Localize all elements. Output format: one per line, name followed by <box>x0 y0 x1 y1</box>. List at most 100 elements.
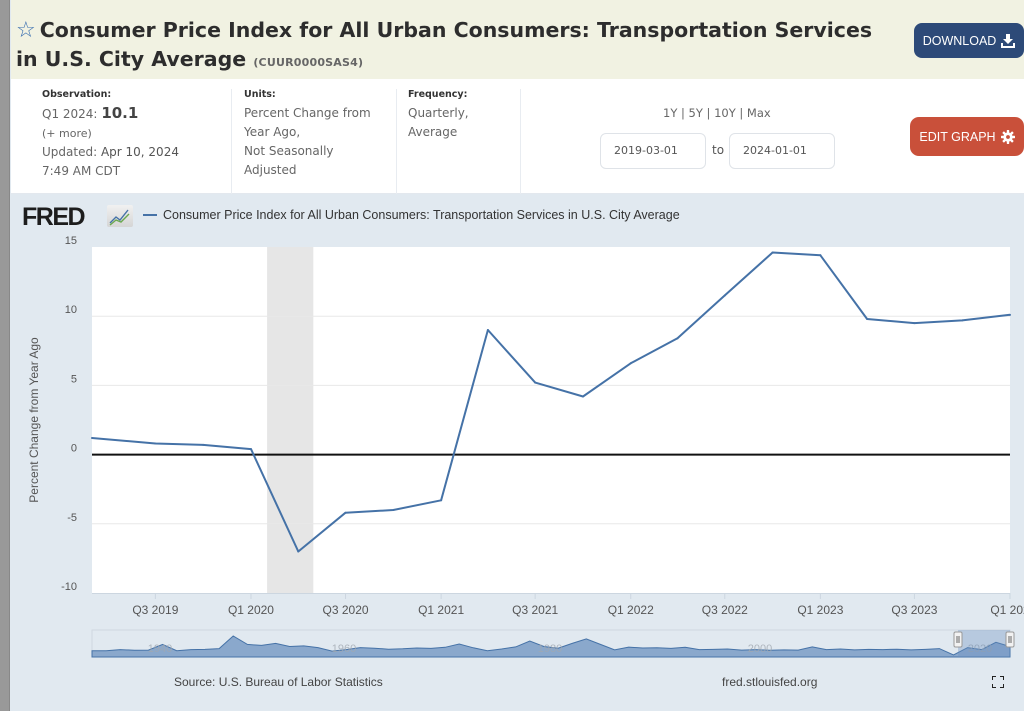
observation-value-line: Q1 2024: 10.1 <box>42 104 232 124</box>
x-tick-label: Q3 2021 <box>512 603 558 617</box>
units-line: Adjusted <box>244 163 297 177</box>
data-point <box>344 511 347 514</box>
data-point <box>202 443 205 446</box>
observation-label: Observation: <box>42 89 112 100</box>
more-link[interactable]: (+ more) <box>42 127 92 140</box>
download-label: DOWNLOAD <box>922 33 997 48</box>
navigator-year-label: 1980 <box>538 643 562 655</box>
series-id: (CUUR0000SAS4) <box>253 56 364 69</box>
data-point <box>581 395 584 398</box>
recession-band <box>267 247 314 593</box>
range-5y[interactable]: 5Y <box>688 106 703 120</box>
navigator-handle[interactable] <box>1005 631 1015 648</box>
to-label: to <box>712 143 725 157</box>
range-1y[interactable]: 1Y <box>663 106 678 120</box>
fred-chart-icon <box>107 205 133 227</box>
data-point <box>629 362 632 365</box>
units-line: Percent Change from <box>244 106 371 120</box>
updated-date: Apr 10, 2024 <box>100 145 179 159</box>
observation-value: 10.1 <box>101 104 139 122</box>
fred-url[interactable]: fred.stlouisfed.org <box>722 675 818 689</box>
line-chart: 15 10 5 0 -5 -10 Percent Change from Year Ago Q… <box>27 235 1024 658</box>
range-links: 1Y | 5Y | 10Y | Max <box>663 106 771 120</box>
y-tick-label: 0 <box>71 443 77 455</box>
edit-graph-label: EDIT GRAPH <box>919 129 996 144</box>
x-tick-label: Q3 2022 <box>702 603 748 617</box>
y-tick-label: 10 <box>65 304 77 316</box>
navigator-year-label: 1940 <box>148 643 172 655</box>
updated-line: Updated: Apr 10, 2024 <box>42 143 232 162</box>
x-tick-label: Q1 2020 <box>228 603 274 617</box>
series-line <box>91 251 1011 553</box>
data-point <box>249 448 252 451</box>
window-edge <box>0 0 10 711</box>
edit-graph-button[interactable]: EDIT GRAPH <box>910 117 1024 156</box>
updated-label: Updated: <box>42 145 98 159</box>
data-point <box>723 294 726 297</box>
data-point <box>154 442 157 445</box>
download-icon <box>1001 33 1016 48</box>
chart-area: FRED Consumer Price Index for All Urban … <box>11 195 1024 711</box>
units-line: Year Ago, <box>244 125 301 139</box>
units-line: Not Seasonally <box>244 144 334 158</box>
y-tick-label: -5 <box>67 512 77 524</box>
navigator-handle[interactable] <box>953 631 963 648</box>
series-title: Consumer Price Index for All Urban Consu… <box>16 18 873 71</box>
x-tick-label: Q1 2022 <box>608 603 654 617</box>
series-meta: Observation: Q1 2024: 10.1 (+ more) Upda… <box>11 79 1024 194</box>
navigator-selection <box>958 630 1010 657</box>
units-block: Units: Percent Change from Year Ago, Not… <box>244 89 396 194</box>
fred-logo: FRED <box>22 203 86 231</box>
legend-label: Consumer Price Index for All Urban Consu… <box>163 208 680 222</box>
data-point <box>440 499 443 502</box>
star-outline-icon[interactable]: ☆ <box>16 18 36 43</box>
page-title: ☆ Consumer Price Index for All Urban Cons… <box>16 16 896 77</box>
y-axis-label: Percent Change from Year Ago <box>27 337 41 503</box>
plot-background <box>92 247 1010 593</box>
x-tick-label: Q3 2020 <box>323 603 369 617</box>
y-tick-label: -10 <box>61 581 77 593</box>
end-date-input[interactable]: 2024-01-01 <box>729 133 835 169</box>
frequency-label: Frequency: <box>408 89 468 100</box>
x-tick-label: Q3 2019 <box>132 603 178 617</box>
y-tick-label: 15 <box>65 235 77 247</box>
chart-legend[interactable]: Consumer Price Index for All Urban Consu… <box>143 208 680 222</box>
x-tick-label: Q1 2021 <box>418 603 464 617</box>
divider <box>231 89 232 194</box>
frequency-line: Average <box>408 125 458 139</box>
title-bar: ☆ Consumer Price Index for All Urban Cons… <box>11 0 1024 79</box>
navigator-area <box>91 635 1011 658</box>
y-tick-label: 5 <box>71 373 77 385</box>
data-point <box>486 329 489 332</box>
gear-icon <box>1000 129 1015 144</box>
navigator-year-label: 2000 <box>748 643 772 655</box>
navigator-year-label: 1960 <box>332 643 356 655</box>
frequency-line: Quarterly, <box>408 106 469 120</box>
units-label: Units: <box>244 89 276 100</box>
data-point <box>392 508 395 511</box>
legend-swatch <box>143 214 157 216</box>
data-point <box>534 381 537 384</box>
divider <box>396 89 397 194</box>
navigator-year-label: 2020 <box>968 643 992 655</box>
fullscreen-icon[interactable] <box>992 676 1004 688</box>
data-point <box>676 337 679 340</box>
x-tick-label: Q1 2023 <box>797 603 843 617</box>
start-date-input[interactable]: 2019-03-01 <box>600 133 706 169</box>
data-point <box>771 251 774 254</box>
range-10y[interactable]: 10Y <box>714 106 736 120</box>
updated-time: 7:49 AM CDT <box>42 164 121 178</box>
download-button[interactable]: DOWNLOAD <box>914 23 1024 58</box>
range-max[interactable]: Max <box>746 106 771 120</box>
data-point <box>819 254 822 257</box>
observation-period: Q1 2024: <box>42 107 98 121</box>
source-text: Source: U.S. Bureau of Labor Statistics <box>174 675 383 689</box>
divider <box>520 89 521 194</box>
data-point <box>1009 313 1011 316</box>
x-tick-label: Q1 202 <box>990 603 1024 617</box>
data-point <box>297 550 300 553</box>
data-point <box>913 322 916 325</box>
x-tick-label: Q3 2023 <box>891 603 937 617</box>
frequency-block: Frequency: Quarterly, Average <box>408 89 520 194</box>
data-point <box>866 317 869 320</box>
